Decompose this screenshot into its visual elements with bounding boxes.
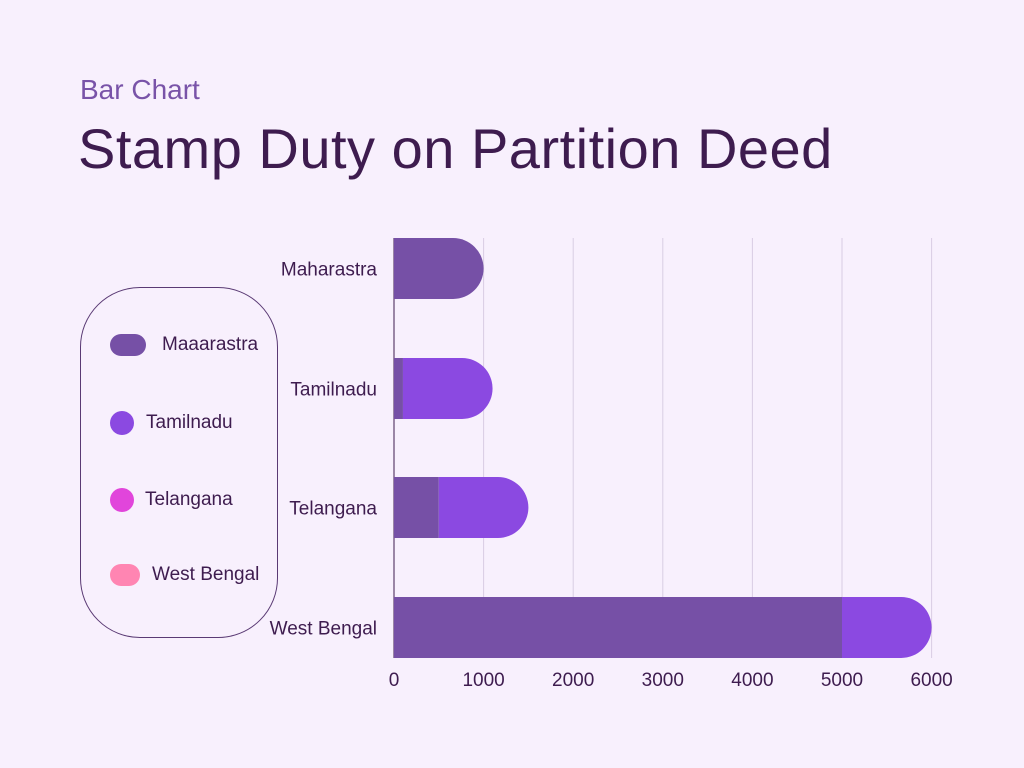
bar-segment [402,358,493,419]
category-labels: Maharastra Tamilnadu Telangana West Bengal [270,260,378,640]
legend-label: Telangana [145,489,233,510]
legend-label: Tamilnadu [146,412,233,433]
tick-labels: 0 1000 2000 3000 4000 5000 6000 [389,670,953,691]
bar-segment [394,238,484,299]
category-label: Maharastra [281,260,378,281]
legend-item-telangana: Telangana [110,488,233,512]
gridlines [393,238,933,658]
tick-label: 3000 [642,670,684,691]
legend-box [80,287,278,638]
tick-label: 0 [389,670,400,691]
legend-dot-icon [110,411,134,435]
legend-pill-icon [110,564,140,586]
tick-label: 6000 [910,670,952,691]
bars [394,238,932,658]
legend-item-west-bengal: West Bengal [110,564,259,586]
legend-item-tamilnadu: Tamilnadu [110,411,233,435]
chart-title: Stamp Duty on Partition Deed [78,117,833,180]
legend-pill-icon [110,334,146,356]
tick-label: 4000 [731,670,773,691]
legend-label: West Bengal [152,564,260,585]
category-label: Telangana [289,499,377,520]
bar-segment [394,358,403,419]
bar-segment [438,477,529,538]
tick-label: 1000 [462,670,504,691]
legend-item-maharastra: Maaarastra [110,334,258,356]
tick-label: 5000 [821,670,863,691]
tick-label: 2000 [552,670,594,691]
bar-segment [842,597,932,658]
legend-label: Maaarastra [162,334,259,355]
category-label: Tamilnadu [290,380,377,401]
legend-dot-icon [110,488,134,512]
chart-eyebrow: Bar Chart [80,74,200,105]
bar-segment [394,477,439,538]
bar-segment [394,597,842,658]
category-label: West Bengal [270,619,377,640]
